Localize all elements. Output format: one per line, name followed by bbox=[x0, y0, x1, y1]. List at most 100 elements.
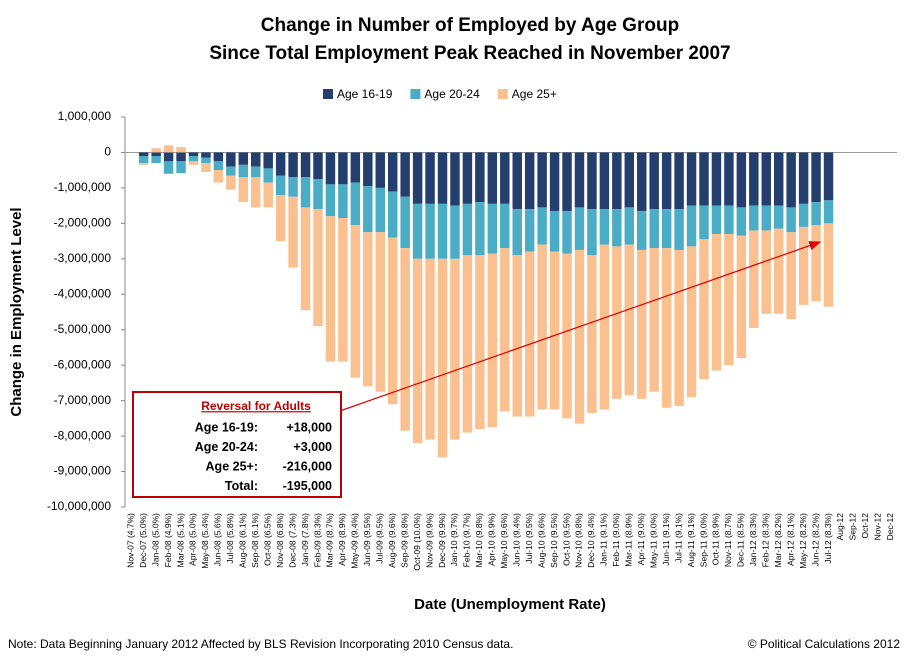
bar-segment bbox=[823, 223, 834, 307]
bar-segment bbox=[151, 152, 161, 156]
x-tick-label: Sep-11 (9.0%) bbox=[698, 513, 708, 567]
bar-segment bbox=[425, 203, 435, 259]
bar-segment bbox=[462, 152, 473, 204]
bar-segment bbox=[612, 246, 622, 399]
x-tick-label: Jul-09 (9.5%) bbox=[375, 513, 385, 564]
bar-segment bbox=[649, 248, 659, 392]
x-tick-label: May-10 (9.6%) bbox=[499, 513, 509, 569]
bar-segment bbox=[325, 184, 336, 217]
bar-segment bbox=[487, 253, 498, 428]
bar-segment bbox=[475, 152, 485, 203]
bar-segment bbox=[313, 179, 323, 210]
bar-segment bbox=[263, 168, 273, 183]
x-tick-label: Nov-09 (9.9%) bbox=[424, 513, 434, 568]
bar-segment bbox=[574, 152, 585, 208]
bar-segment bbox=[786, 232, 796, 320]
bar-segment bbox=[674, 209, 684, 250]
bar-segment bbox=[450, 152, 460, 206]
bar-segment bbox=[238, 164, 249, 178]
bar-segment bbox=[612, 209, 622, 247]
bar-segment bbox=[363, 152, 373, 187]
x-tick-label: Jun-11 (9.1%) bbox=[661, 513, 671, 566]
bar-segment bbox=[138, 163, 149, 165]
bar-segment bbox=[736, 235, 747, 359]
bar-segment bbox=[599, 152, 610, 210]
bar-segment bbox=[213, 170, 224, 183]
bar-segment bbox=[574, 249, 585, 424]
bar-segment bbox=[512, 209, 522, 256]
bar-segment bbox=[475, 255, 485, 429]
x-tick-label: Mar-12 (8.2%) bbox=[773, 513, 783, 567]
x-tick-label: Apr-08 (5.0%) bbox=[188, 513, 198, 566]
bar-segment bbox=[450, 205, 460, 259]
x-tick-label: Jan-08 (5.0%) bbox=[150, 513, 160, 567]
bar-segment bbox=[686, 246, 697, 398]
credit: © Political Calculations 2012 bbox=[748, 637, 901, 651]
y-tick-label: 1,000,000 bbox=[58, 109, 112, 123]
y-tick-label: -3,000,000 bbox=[54, 251, 112, 265]
bar-segment bbox=[674, 249, 684, 406]
bar-segment bbox=[288, 177, 298, 197]
x-tick-label: Dec-09 (9.9%) bbox=[437, 513, 447, 568]
x-tick-label: Apr-11 (9.0%) bbox=[636, 513, 646, 565]
x-tick-label: Feb-08 (4.9%) bbox=[163, 513, 173, 567]
bar-segment bbox=[699, 205, 709, 240]
x-tick-label: Dec-11 (8.5%) bbox=[736, 513, 746, 567]
y-tick-label: 0 bbox=[104, 145, 111, 159]
bar-segment bbox=[823, 200, 834, 224]
bar-segment bbox=[412, 258, 423, 444]
annotation-title: Reversal for Adults bbox=[201, 399, 311, 413]
bar-segment bbox=[263, 152, 273, 169]
bar-segment bbox=[624, 244, 635, 396]
x-tick-label: Jul-12 (8.3%) bbox=[823, 513, 833, 564]
x-tick-label: Aug-09 (9.6%) bbox=[387, 513, 397, 568]
bar-segment bbox=[238, 152, 249, 165]
bar-segment bbox=[711, 234, 722, 371]
y-tick-label: -6,000,000 bbox=[54, 357, 112, 371]
x-tick-label: Nov-07 (4.7%) bbox=[125, 513, 135, 568]
bar-segment bbox=[201, 157, 211, 164]
x-tick-label: Jan-10 (9.7%) bbox=[449, 513, 459, 567]
bar-segment bbox=[201, 163, 211, 172]
legend-label: Age 16-19 bbox=[337, 87, 393, 101]
bar-segment bbox=[574, 207, 585, 250]
bar-segment bbox=[412, 203, 423, 259]
bar-segment bbox=[188, 156, 199, 162]
footnote: Note: Data Beginning January 2012 Affect… bbox=[8, 637, 513, 651]
bar-segment bbox=[387, 152, 398, 192]
plot-area: -10,000,000 -9,000,000 -8,000,000 -7,000,00… bbox=[47, 109, 897, 571]
bar-segment bbox=[400, 196, 410, 249]
bar-segment bbox=[487, 203, 498, 254]
bar-segment bbox=[736, 207, 747, 236]
bar-segment bbox=[749, 152, 759, 206]
x-tick-label: Mar-10 (9.8%) bbox=[474, 513, 484, 567]
bar-segment bbox=[412, 152, 423, 204]
bar-segment bbox=[587, 209, 597, 256]
bar-segment bbox=[674, 152, 684, 210]
bar-segment bbox=[798, 226, 809, 305]
x-tick-label: Sep-12 bbox=[848, 513, 858, 541]
bar-segment bbox=[823, 152, 834, 201]
bar-segment bbox=[201, 152, 211, 158]
legend-swatch bbox=[497, 89, 508, 99]
bar-segment bbox=[649, 209, 659, 249]
bar-segment bbox=[313, 209, 323, 327]
annotation: Reversal for Adults bbox=[132, 391, 342, 498]
annotation-value: +18,000 bbox=[286, 420, 332, 434]
bar-segment bbox=[462, 203, 473, 256]
bar-segment bbox=[811, 152, 821, 203]
x-tick-label: Nov-12 bbox=[873, 513, 883, 541]
x-tick-label: Jul-08 (5.8%) bbox=[225, 513, 235, 564]
bar-segment bbox=[251, 177, 261, 208]
bar-segment bbox=[375, 187, 385, 233]
bar-segment bbox=[338, 218, 348, 362]
bar-segment bbox=[699, 152, 709, 206]
bar-segment bbox=[213, 152, 224, 162]
legend-label: Age 20-24 bbox=[424, 87, 480, 101]
y-tick-label: -9,000,000 bbox=[54, 464, 112, 478]
bar-segment bbox=[275, 152, 286, 176]
x-tick-label: Jun-09 (9.5%) bbox=[362, 513, 372, 567]
bar-segment bbox=[288, 196, 298, 268]
x-tick-label: Feb-12 (8.3%) bbox=[761, 513, 771, 567]
